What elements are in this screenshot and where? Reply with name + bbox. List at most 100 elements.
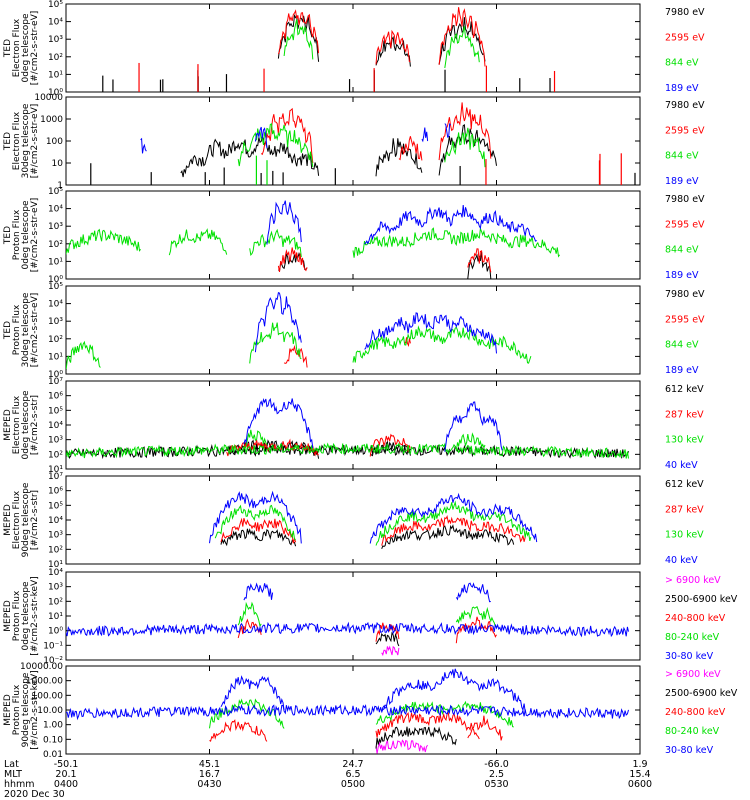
series-trace-black xyxy=(375,138,423,177)
legend-entry: 240-800 keV xyxy=(665,707,726,718)
series-trace-green xyxy=(455,606,497,628)
panel-6: 10¹ 10² 10³ 10⁴ 10⁵ 10⁶ 10⁷ MEPED Electron Flux 9… xyxy=(3,472,704,570)
series-trace-red xyxy=(277,247,308,272)
series-trace-green xyxy=(375,500,532,546)
y-tick-label: 10⁰ xyxy=(48,370,63,380)
y-tick-label: 10¹ xyxy=(48,560,63,570)
y-axis-label: 30deg telescope xyxy=(21,103,31,178)
y-axis-label: TED xyxy=(3,321,13,340)
footer-row-label: Lat xyxy=(4,759,19,770)
footer-hhmm-value: 0500 xyxy=(341,779,365,790)
legend-entry: 80-240 keV xyxy=(665,632,720,643)
series-trace-green xyxy=(444,26,480,69)
series-trace-red xyxy=(438,102,492,161)
y-tick-label: 10³ xyxy=(48,222,63,232)
series-trace-blue xyxy=(66,703,629,721)
y-axis-label: Proton Flux xyxy=(12,304,22,355)
panel-2: 1 10 100 1000 10000 TED Electron Flux 30deg tel… xyxy=(3,93,705,191)
footer-mlt-value: 20.1 xyxy=(55,769,76,780)
y-tick-label: 10³ xyxy=(48,35,63,45)
y-tick-label: 1 xyxy=(57,181,63,191)
y-tick-label: 10⁵ xyxy=(48,406,63,416)
panel-7: 10⁻² 10⁻¹ 10⁰ 10¹ 10² 10³ 10⁴ MEPED Proton Flux 0… xyxy=(3,568,738,666)
y-axis-label: [#/cm2-s-str-eV] xyxy=(30,198,40,273)
legend-entry: 189 eV xyxy=(665,365,699,376)
y-axis-label: Electron Flux xyxy=(12,111,22,170)
legend-entry: 7980 eV xyxy=(665,100,705,111)
legend-entry: 2500-6900 keV xyxy=(665,688,738,699)
y-tick-label: 10¹ xyxy=(48,352,63,362)
y-axis-label: MEPED xyxy=(3,504,13,536)
y-tick-label: 10² xyxy=(48,450,63,460)
series-trace-red xyxy=(467,248,492,273)
series-trace-green xyxy=(249,228,302,258)
series-trace-blue xyxy=(220,675,285,711)
footer-mlt-value: 6.5 xyxy=(345,769,360,780)
legend-entry: 30-80 keV xyxy=(665,651,714,662)
y-axis-label: Proton Flux xyxy=(12,684,22,735)
series-trace-red xyxy=(220,517,297,544)
legend-entry: 7980 eV xyxy=(665,289,705,300)
series-trace-blue xyxy=(254,126,268,149)
panel-1: 10⁰ 10¹ 10² 10³ 10⁴ 10⁵ TED Electron Flux 0deg t… xyxy=(3,0,705,98)
y-tick-label: 0.10 xyxy=(43,735,63,745)
series-trace-red xyxy=(369,433,411,457)
y-axis-label: [#/cm2-s-str-keV] xyxy=(30,576,40,655)
series-trace-blue xyxy=(66,621,629,638)
legend-entry: 287 keV xyxy=(665,409,704,420)
y-tick-label: 10⁰ xyxy=(48,627,63,637)
y-tick-label: 10¹ xyxy=(48,612,63,622)
y-tick-label: 1000 xyxy=(40,115,63,125)
series-trace-red xyxy=(277,9,320,55)
y-tick-label: 10⁴ xyxy=(48,421,63,431)
legend-entry: 189 eV xyxy=(665,83,699,94)
y-axis-label: [#/cm2-s-str] xyxy=(30,395,40,455)
series-trace-black xyxy=(369,440,411,457)
panel-frame xyxy=(65,96,641,186)
y-axis-label: [#/cm2-s-str-eV] xyxy=(30,11,40,86)
legend-entry: 7980 eV xyxy=(665,194,705,205)
y-axis-label: Proton Flux xyxy=(12,590,22,641)
series-trace-green xyxy=(237,122,314,168)
legend-entry: 844 eV xyxy=(665,245,699,256)
series-trace-red xyxy=(455,616,497,644)
y-tick-label: 10⁴ xyxy=(48,18,63,28)
series-trace-green xyxy=(237,601,262,628)
footer-lat-value: -66.0 xyxy=(484,759,509,770)
y-axis-label: 0deg telescope xyxy=(21,200,31,270)
footer-hhmm-value: 0430 xyxy=(197,779,221,790)
legend-entry: 2595 eV xyxy=(665,32,705,43)
y-tick-label: 1000.00 xyxy=(26,677,63,687)
legend-entry: 30-80 keV xyxy=(665,745,714,756)
series-trace-red xyxy=(375,29,411,65)
footer-mlt-value: 16.7 xyxy=(199,769,220,780)
y-axis-label: 0deg telescope xyxy=(21,13,31,83)
legend-entry: > 6900 keV xyxy=(665,669,721,680)
legend-entry: > 6900 keV xyxy=(665,575,721,586)
footer-hhmm-value: 0400 xyxy=(54,779,78,790)
y-tick-label: 0.01 xyxy=(43,750,63,760)
legend-entry: 612 keV xyxy=(665,384,704,395)
y-tick-label: 10⁴ xyxy=(48,516,63,526)
y-tick-label: 10³ xyxy=(48,583,63,593)
footer-mlt-value: 2.5 xyxy=(489,769,504,780)
series-trace-green xyxy=(243,429,268,450)
y-tick-label: 10⁷ xyxy=(48,377,63,387)
y-tick-label: 10⁶ xyxy=(48,392,63,402)
series-trace-blue xyxy=(209,490,302,544)
series-trace-black xyxy=(180,135,320,178)
legend-entry: 612 keV xyxy=(665,479,704,490)
y-axis-label: MEPED xyxy=(3,409,13,441)
panel-5: 10¹ 10² 10³ 10⁴ 10⁵ 10⁶ 10⁷ MEPED Electron Flux 0… xyxy=(3,377,704,475)
y-tick-label: 10⁴ xyxy=(48,300,63,310)
series-trace-black xyxy=(277,13,320,62)
y-axis-label: 90deg telescope xyxy=(21,672,31,747)
y-tick-label: 10¹ xyxy=(48,257,63,267)
footer-row-label: hhmm xyxy=(4,779,35,790)
series-trace-green xyxy=(375,700,514,728)
footer-row-label: 2020 Dec 30 xyxy=(4,789,65,800)
series-trace-blue xyxy=(455,582,491,603)
y-tick-label: 10¹ xyxy=(48,70,63,80)
series-trace-green xyxy=(249,322,302,364)
